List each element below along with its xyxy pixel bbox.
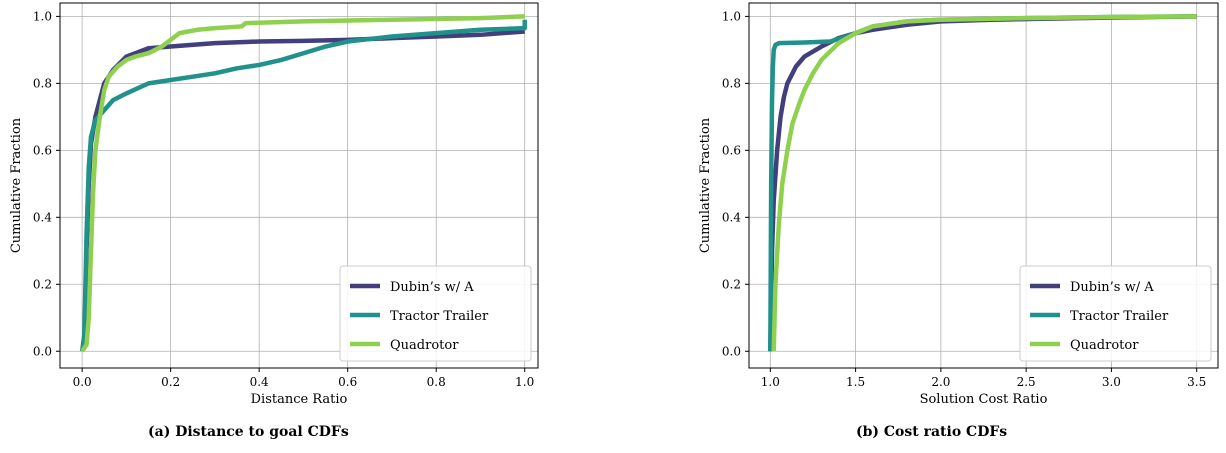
caption-distance-to-goal: (a) Distance to goal CDFs xyxy=(148,424,349,440)
plot-frame xyxy=(748,2,1219,369)
caption-cost-ratio: (b) Cost ratio CDFs xyxy=(856,424,1008,440)
y-axis-label: Cumulative Fraction xyxy=(698,117,713,253)
series-line-quadrotor xyxy=(771,14,1197,352)
chart-distance-to-goal: 0.0 0.2 0.4 0.6 0.8 1.0 0.0 0.2 0.4 0.6 0.8 1.0 Dist… xyxy=(9,2,539,407)
x-tick-label: 1.0 xyxy=(761,375,780,389)
legend-box xyxy=(339,265,532,362)
y-tick-label: 1.0 xyxy=(33,9,52,23)
x-tick-label: 2.0 xyxy=(931,375,950,389)
legend: Dubin’s w/ A Tractor Trailer Quadrotor xyxy=(339,265,532,362)
x-tick-label: 0.4 xyxy=(250,375,269,389)
y-tick-label: 0.2 xyxy=(33,277,52,291)
y-tick-label: 1.0 xyxy=(722,9,741,23)
x-axis-label: Solution Cost Ratio xyxy=(920,392,1048,407)
x-tick-label: 2.5 xyxy=(1017,375,1036,389)
x-tick-label: 0.0 xyxy=(73,375,92,389)
y-tick-label: 0.4 xyxy=(722,210,741,224)
y-tick-label: 0.0 xyxy=(33,344,52,358)
x-tick-label: 0.8 xyxy=(427,375,446,389)
chart-cost-ratio: 1.0 1.5 2.0 2.5 3.0 3.5 0.0 0.2 0.4 0.6 0.8 1.0 Solu… xyxy=(698,2,1219,407)
legend-box xyxy=(1019,265,1212,362)
x-tick-label: 3.5 xyxy=(1187,375,1206,389)
y-tick-label: 0.6 xyxy=(33,143,52,157)
y-tick-label: 0.0 xyxy=(722,344,741,358)
y-tick-label: 0.6 xyxy=(722,143,741,157)
legend-label: Tractor Trailer xyxy=(390,309,489,324)
x-tick-label: 0.6 xyxy=(338,375,357,389)
y-tick-label: 0.8 xyxy=(722,76,741,90)
y-tick-label: 0.4 xyxy=(33,210,52,224)
legend-label: Dubin’s w/ A xyxy=(390,280,474,295)
x-tick-label: 0.2 xyxy=(161,375,180,389)
x-tick-label: 1.5 xyxy=(846,375,865,389)
legend-label: Dubin’s w/ A xyxy=(1070,280,1154,295)
legend-label: Quadrotor xyxy=(1070,338,1139,353)
y-axis-label: Cumulative Fraction xyxy=(9,117,24,253)
y-tick-label: 0.8 xyxy=(33,76,52,90)
plot-frame xyxy=(59,2,539,369)
x-tick-label: 3.0 xyxy=(1102,375,1121,389)
series-line-quadrotor xyxy=(80,14,525,353)
legend: Dubin’s w/ A Tractor Trailer Quadrotor xyxy=(1019,265,1212,362)
legend-label: Tractor Trailer xyxy=(1070,309,1169,324)
x-tick-label: 1.0 xyxy=(515,375,534,389)
x-axis-label: Distance Ratio xyxy=(251,392,348,407)
legend-label: Quadrotor xyxy=(390,338,459,353)
y-tick-label: 0.2 xyxy=(722,277,741,291)
series-line-tractor xyxy=(79,19,527,352)
